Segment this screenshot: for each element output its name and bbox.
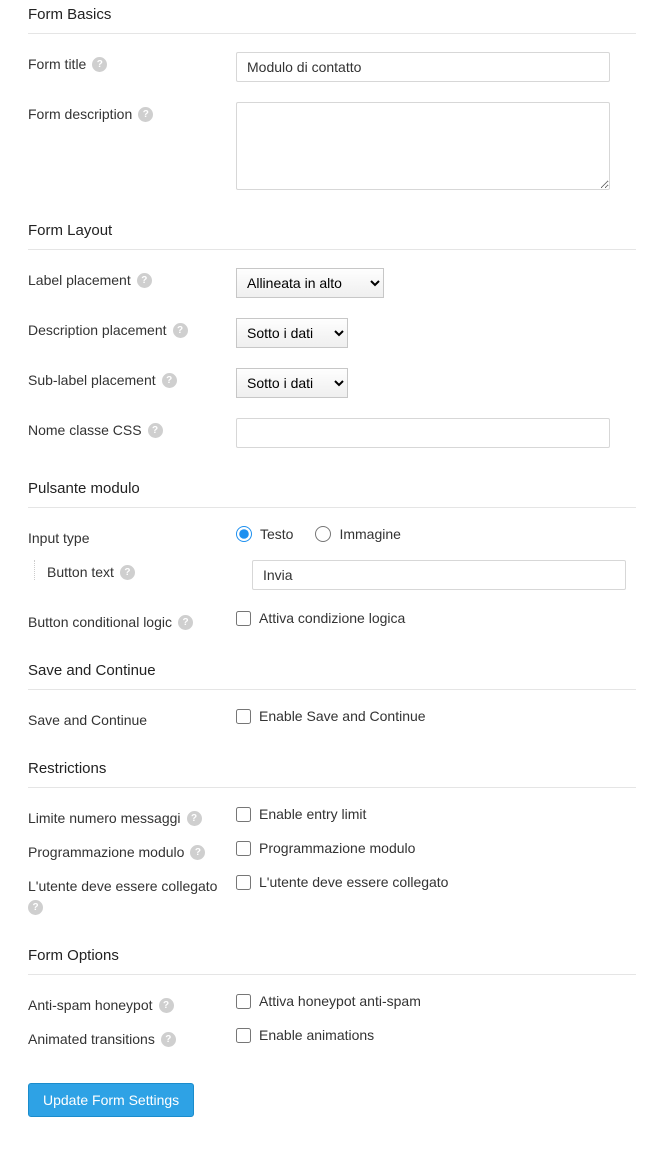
check-save-continue-label: Enable Save and Continue [259,708,426,724]
check-honeypot-input[interactable] [236,994,251,1009]
check-entry-limit-label: Enable entry limit [259,806,366,822]
label-sublabel-placement-text: Sub-label placement [28,372,156,388]
label-placement-select[interactable]: Allineata in alto [236,268,384,298]
section-title-basics: Form Basics [28,0,636,34]
help-icon[interactable]: ? [28,900,43,915]
label-form-description: Form description ? [28,102,236,122]
label-form-title: Form title ? [28,52,236,72]
label-honeypot-text: Anti-spam honeypot [28,997,153,1013]
radio-image-label: Immagine [339,526,400,542]
sublabel-placement-select[interactable]: Sotto i dati [236,368,348,398]
check-honeypot[interactable]: Attiva honeypot anti-spam [236,993,421,1009]
label-form-title-text: Form title [28,56,86,72]
check-schedule[interactable]: Programmazione modulo [236,840,415,856]
help-icon[interactable]: ? [159,998,174,1013]
check-schedule-input[interactable] [236,841,251,856]
check-save-continue-input[interactable] [236,709,251,724]
description-placement-select[interactable]: Sotto i dati [236,318,348,348]
label-css-class-text: Nome classe CSS [28,422,142,438]
check-require-login-input[interactable] [236,875,251,890]
check-animations-input[interactable] [236,1028,251,1043]
section-title-layout: Form Layout [28,210,636,250]
check-button-conditional-label: Attiva condizione logica [259,610,405,626]
section-title-options: Form Options [28,935,636,975]
help-icon[interactable]: ? [187,811,202,826]
radio-text-label: Testo [260,526,293,542]
form-title-input[interactable] [236,52,610,82]
help-icon[interactable]: ? [173,323,188,338]
button-text-input[interactable] [252,560,626,590]
label-button-text-text: Button text [47,564,114,580]
help-icon[interactable]: ? [138,107,153,122]
label-animations: Animated transitions ? [28,1027,236,1047]
check-button-conditional[interactable]: Attiva condizione logica [236,610,405,626]
label-sublabel-placement: Sub-label placement ? [28,368,236,388]
help-icon[interactable]: ? [190,845,205,860]
label-input-type-text: Input type [28,530,90,546]
radio-input-type-image[interactable]: Immagine [315,526,400,542]
help-icon[interactable]: ? [178,615,193,630]
check-entry-limit-input[interactable] [236,807,251,822]
label-honeypot: Anti-spam honeypot ? [28,993,236,1013]
check-button-conditional-input[interactable] [236,611,251,626]
help-icon[interactable]: ? [148,423,163,438]
check-schedule-label: Programmazione modulo [259,840,415,856]
check-honeypot-label: Attiva honeypot anti-spam [259,993,421,1009]
label-entry-limit-text: Limite numero messaggi [28,810,181,826]
label-require-login: L'utente deve essere collegato ? [28,874,236,915]
label-button-text: Button text ? [34,560,236,580]
label-button-conditional: Button conditional logic ? [28,610,236,630]
section-title-button: Pulsante modulo [28,468,636,508]
check-animations-label: Enable animations [259,1027,374,1043]
label-input-type: Input type [28,526,236,546]
label-schedule-text: Programmazione modulo [28,844,184,860]
help-icon[interactable]: ? [161,1032,176,1047]
label-button-conditional-text: Button conditional logic [28,614,172,630]
radio-input-type-text[interactable]: Testo [236,526,293,542]
label-entry-limit: Limite numero messaggi ? [28,806,236,826]
section-title-restrictions: Restrictions [28,748,636,788]
update-form-settings-button[interactable]: Update Form Settings [28,1083,194,1117]
check-require-login[interactable]: L'utente deve essere collegato [236,874,448,890]
help-icon[interactable]: ? [162,373,177,388]
help-icon[interactable]: ? [137,273,152,288]
css-class-input[interactable] [236,418,610,448]
label-animations-text: Animated transitions [28,1031,155,1047]
check-animations[interactable]: Enable animations [236,1027,374,1043]
help-icon[interactable]: ? [120,565,135,580]
check-entry-limit[interactable]: Enable entry limit [236,806,366,822]
label-save-continue-text: Save and Continue [28,712,147,728]
check-require-login-label: L'utente deve essere collegato [259,874,448,890]
radio-input-type-text-input[interactable] [236,526,252,542]
label-form-description-text: Form description [28,106,132,122]
label-save-continue: Save and Continue [28,708,236,728]
label-schedule: Programmazione modulo ? [28,840,236,860]
label-label-placement: Label placement ? [28,268,236,288]
help-icon[interactable]: ? [92,57,107,72]
label-description-placement-text: Description placement [28,322,167,338]
label-label-placement-text: Label placement [28,272,131,288]
section-title-save: Save and Continue [28,650,636,690]
radio-input-type-image-input[interactable] [315,526,331,542]
label-css-class: Nome classe CSS ? [28,418,236,438]
check-save-continue[interactable]: Enable Save and Continue [236,708,426,724]
label-description-placement: Description placement ? [28,318,236,338]
form-description-input[interactable] [236,102,610,190]
label-require-login-text: L'utente deve essere collegato [28,878,217,894]
